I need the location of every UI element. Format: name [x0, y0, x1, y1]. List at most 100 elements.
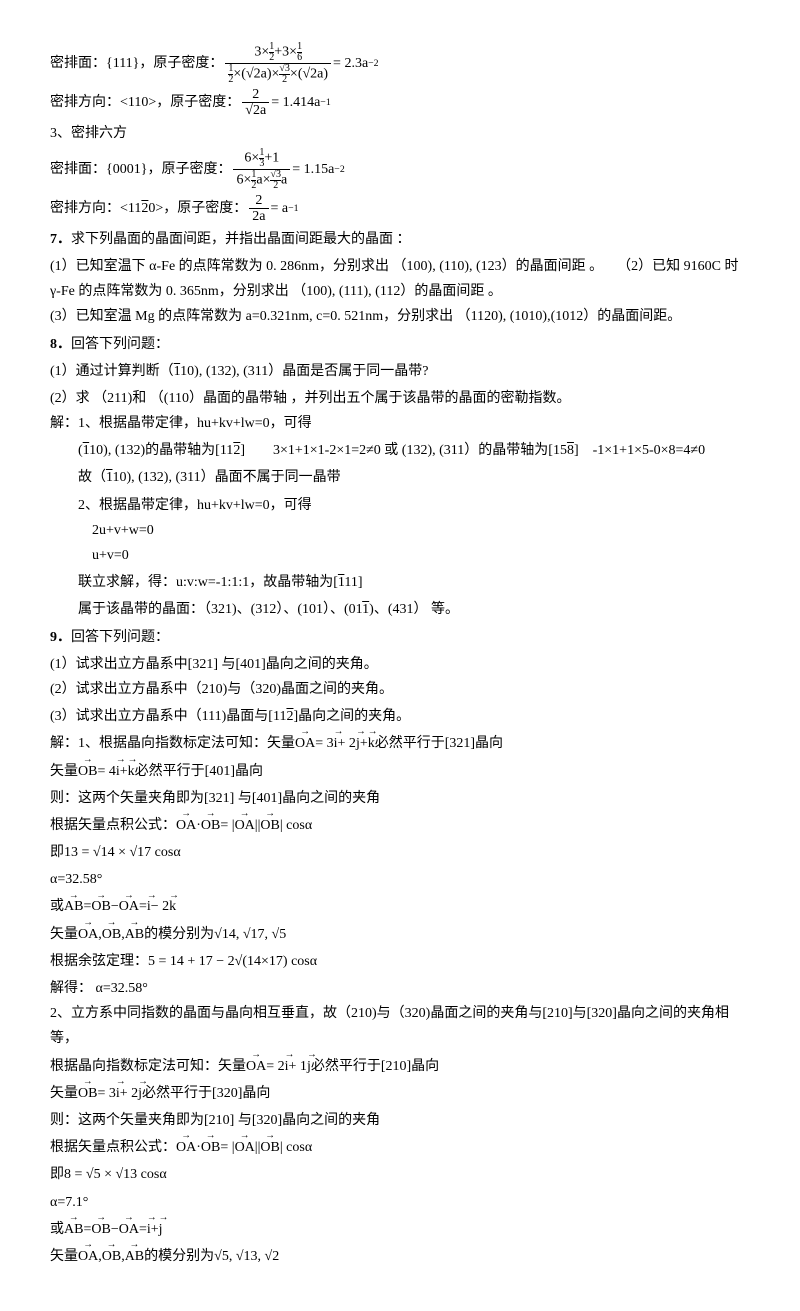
q9-s10: 解得： α=32.58°: [50, 976, 750, 1001]
text: ), (132), (311）晶面不属于同一晶带: [126, 465, 340, 490]
fraction: 3×12+3×16 12×(√2a)×√32×(√2a): [225, 42, 331, 85]
line-111-density: 密排面：{111}，原子密度： 3×12+3×16 12×(√2a)×√32×(…: [50, 42, 750, 85]
formula: √5, √13, √2: [214, 1244, 279, 1269]
result: = 2.3a: [333, 51, 368, 76]
vector-j: j: [159, 1217, 163, 1242]
text: ), (132), (311）晶面是否属于同一晶带?: [194, 359, 428, 384]
q9-t1: 2、立方系中同指数的晶面与晶向相互垂直，故（210)与（320)晶面之间的夹角与…: [50, 1001, 750, 1051]
result: = 1.15a: [292, 157, 334, 182]
text: 根据矢量点积公式：: [50, 813, 176, 838]
formula: √14, √17, √5: [214, 922, 286, 947]
text: 或: [50, 894, 64, 919]
text: 必然平行于[320]晶向: [142, 1081, 270, 1106]
q9-t3: 矢量 OB = 3 i + 2 j 必然平行于[320]晶向: [50, 1081, 750, 1106]
num: 8．: [50, 332, 71, 357]
q9-s1: 解：1、根据晶向指数标定法可知：矢量 OA = 3 i + 2 j + k 必然…: [50, 731, 750, 756]
exp: −2: [334, 161, 344, 179]
vector-oa: OA: [295, 731, 315, 756]
q8-p1: (1）通过计算判断（ 110 ), (132), (311）晶面是否属于同一晶带…: [50, 359, 750, 384]
q9-t4: 则：这两个矢量夹角即为[210] 与[320]晶向之间的夹角: [50, 1108, 750, 1133]
text: ), (132)的晶带轴为: [103, 438, 215, 463]
text: 矢量: [50, 1244, 78, 1269]
result: = a: [271, 196, 289, 221]
text: 矢量: [50, 759, 78, 784]
q9-s3: 则：这两个矢量夹角即为[321] 与[401]晶向之间的夹角: [50, 786, 750, 811]
vector-oa: OA: [235, 1135, 255, 1160]
text: 即: [50, 840, 64, 865]
text: 求下列晶面的晶面间距，并指出晶面间距最大的晶面 ：: [71, 227, 411, 252]
vector-j: j: [138, 1081, 142, 1106]
miller: [112]: [268, 704, 298, 729]
fraction: 2 √2a: [242, 87, 269, 119]
vector-k: k: [169, 894, 176, 919]
exp: −1: [320, 94, 330, 112]
q8-a3: 2、根据晶带定律，hu+kv+lw=0，可得: [78, 493, 750, 518]
text: -1×1+1×5-0×8=4≠0: [579, 438, 706, 463]
q8-a1: ( 110 ), (132)的晶带轴为 [112] 3×1+1×1-2×1=2≠…: [78, 438, 750, 463]
vector-ob: OB: [260, 1135, 279, 1160]
exp: −2: [368, 55, 378, 73]
vector-ob: OB: [102, 922, 121, 947]
num: 9．: [50, 625, 71, 650]
q9-p2: (2）试求出立方晶系中（210)与（320)晶面之间的夹角。: [50, 677, 750, 702]
vector-ob: OB: [102, 1244, 121, 1269]
q8-a4: 2u+v+w=0: [92, 518, 750, 543]
q9-t5: 根据矢量点积公式： OA · OB = | OA || OB | cosα: [50, 1135, 750, 1160]
num: 7．: [50, 227, 71, 252]
vector-oa: OA: [176, 813, 196, 838]
fraction: 2 2a: [249, 193, 268, 225]
q8-p2: (2）求 （211)和 （(110）晶面的晶带轴 ，并列出五个属于该晶带的晶面的…: [50, 386, 750, 411]
vector-oa: OA: [176, 1135, 196, 1160]
q9-t9: 矢量 OA , OB , AB 的模分别为 √5, √13, √2: [50, 1244, 750, 1269]
text: 密排面：{0001}，原子密度：: [50, 157, 231, 182]
miller: <1120>: [120, 196, 163, 221]
vector-ob: OB: [201, 1135, 220, 1160]
q9-t6: 即 8 = √5 × √13 cosα: [50, 1162, 750, 1187]
text: (3）试求出立方晶系中（111)晶面与: [50, 704, 268, 729]
line-0001-density: 密排面：{0001}，原子密度： 6×13+1 6×12a×√32a = 1.1…: [50, 148, 750, 191]
text: 矢量: [50, 1081, 78, 1106]
miller: [112]: [215, 438, 245, 463]
vector-ob: OB: [78, 759, 97, 784]
vector-oa: OA: [78, 1244, 98, 1269]
q8-a5: u+v=0: [92, 543, 750, 568]
line-110-density: 密排方向：<110>，原子密度： 2 √2a = 1.414a−1: [50, 87, 750, 119]
text: 必然平行于[210]晶向: [311, 1054, 439, 1079]
text: 密排面：{111}，原子密度：: [50, 51, 223, 76]
text: = 3: [315, 731, 333, 756]
vector-i: i: [147, 894, 151, 919]
text: 矢量: [50, 922, 78, 947]
q9-s9: 根据余弦定理： 5 = 14 + 17 − 2√(14×17) cosα: [50, 949, 750, 974]
q9-s5: 即 13 = √14 × √17 cosα: [50, 840, 750, 865]
q9-t2: 根据晶向指数标定法可知：矢量 OA = 2 i + 1 j 必然平行于[210]…: [50, 1054, 750, 1079]
text: = |: [220, 813, 234, 838]
vector-j: j: [307, 1054, 311, 1079]
line-1120-density: 密排方向： <1120> ，原子密度： 2 2a = a−1: [50, 193, 750, 225]
text: 回答下列问题：: [71, 625, 169, 650]
text: = 4: [97, 759, 115, 784]
text: 密排方向：<110>，原子密度：: [50, 90, 240, 115]
text: = 3: [97, 1081, 115, 1106]
q7-title: 7． 求下列晶面的晶面间距，并指出晶面间距最大的晶面 ：: [50, 227, 750, 252]
formula: 8 = √5 × √13 cosα: [64, 1162, 167, 1187]
text: 即: [50, 1162, 64, 1187]
vector-ab: AB: [125, 1244, 144, 1269]
miller: [111]: [333, 570, 362, 595]
vector-k: k: [368, 731, 375, 756]
text: (1）通过计算判断（: [50, 359, 174, 384]
q9-p3: (3）试求出立方晶系中（111)晶面与 [112] 晶向之间的夹角。: [50, 704, 750, 729]
q8-a6: 联立求解，得：u:v:w=-1:1:1，故晶带轴为 [111]: [78, 570, 750, 595]
line-hcp: 3、密排六方: [50, 121, 750, 146]
miller: 110: [174, 359, 194, 384]
vector-oa: OA: [246, 1054, 266, 1079]
text: 或: [50, 1217, 64, 1242]
vector-i: i: [147, 1217, 151, 1242]
q7-p1: (1）已知室温下 α-Fe 的点阵常数为 0. 286nm，分别求出 （100)…: [50, 254, 750, 304]
text: 3×1+1×1-2×1=2≠0 或 (132), (311）的晶带轴为: [245, 438, 548, 463]
vector-j: j: [356, 731, 360, 756]
fraction: 6×13+1 6×12a×√32a: [233, 148, 290, 191]
text: 联立求解，得：u:v:w=-1:1:1，故晶带轴为: [78, 570, 333, 595]
text: 故（: [78, 465, 106, 490]
text: 的模分别为: [144, 1244, 214, 1269]
exp: −1: [288, 200, 298, 218]
